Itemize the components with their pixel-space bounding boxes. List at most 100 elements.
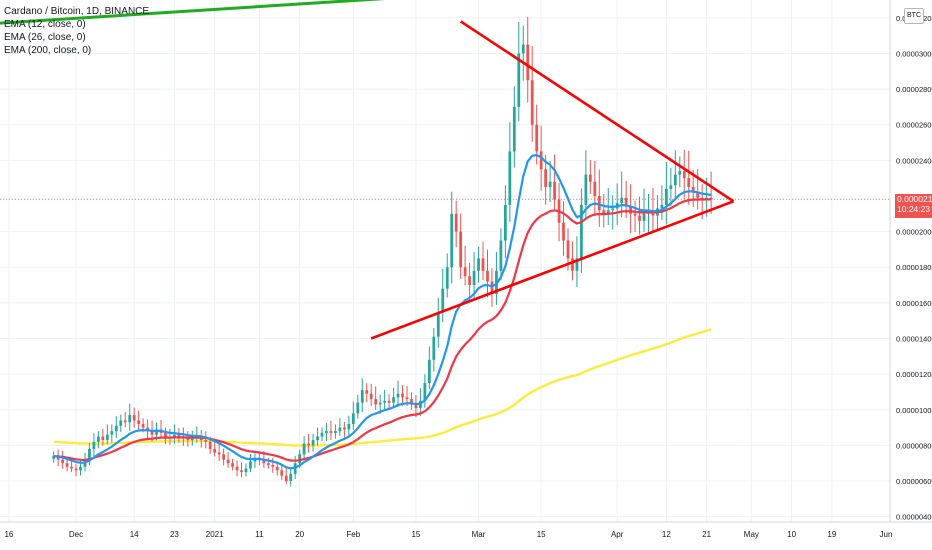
candle-body [709,197,713,200]
candle-body [588,174,592,182]
candle-body [669,185,673,189]
candle-body [566,240,570,259]
candle-body [503,204,507,241]
y-tick-label: 0.00000600 [896,477,932,486]
candle-body [298,454,302,464]
y-tick-label: 0.00003000 [896,49,932,58]
candle-body [562,222,565,241]
candle-body [217,452,221,455]
candle-body [74,468,78,471]
candle-body [231,463,234,467]
candle-body [664,188,668,205]
candle-body [70,466,73,469]
candle-body [387,400,391,403]
legend-title[interactable]: Cardano / Bitcoin, 1D, BINANCE [4,6,150,17]
legend-ema200[interactable]: EMA (200, close, 0) [4,45,92,56]
candle-body [307,443,310,446]
x-tick-label: Mar [472,530,486,539]
candle-body [450,213,454,268]
candle-body [544,169,548,188]
y-tick-label: 0.00001400 [896,334,932,343]
candle-body [316,436,319,441]
candle-body [325,431,328,433]
candle-body [52,456,56,459]
legend-ema12[interactable]: EMA (12, close, 0) [4,19,86,30]
candle-body [249,461,252,469]
y-tick-label: 0.00001600 [896,299,932,308]
candle-body [553,181,556,200]
candle-body [611,208,615,211]
candle-body [240,470,243,473]
x-tick-label: Dec [69,530,83,539]
candle-body [284,475,288,482]
legend-ema26[interactable]: EMA (26, close, 0) [4,32,86,43]
candle-body [436,311,440,337]
candle-body [190,438,194,441]
candle-body [539,151,543,170]
candle-body [620,197,624,204]
candle-body [83,461,87,467]
candle-body [593,181,597,196]
currency-badge[interactable]: BTC [904,8,924,24]
drawings-layer[interactable] [0,0,863,340]
candle-body [660,204,664,209]
x-tick-label: May [744,530,759,539]
candle-body [468,276,471,286]
candle-body [320,432,324,437]
candle-body [597,195,601,211]
candle-body [271,464,275,467]
candle-body [414,404,418,408]
candle-body [338,427,342,432]
time-axis-bg [0,522,932,550]
candles-layer [52,16,713,487]
grid-lines [0,0,891,522]
candle-body [472,270,476,286]
candle-body [401,393,404,398]
candle-body [548,181,552,188]
candle-body [65,463,69,467]
candle-body [365,390,369,394]
ema200-line [53,328,712,447]
candle-body [486,270,489,282]
candle-body [606,210,610,214]
candle-body [311,440,315,446]
candle-body [512,106,516,152]
candle-body [164,432,167,437]
x-tick-label: Jun [880,530,893,539]
candle-body [356,402,360,414]
candle-body [584,174,588,205]
y-tick-label: 0.00002000 [896,228,932,237]
candle-body [526,44,530,81]
candle-body [110,431,114,435]
candle-body [266,463,270,465]
candle-body [374,399,378,405]
y-tick-label: 0.00001800 [896,263,932,272]
candle-body [119,420,123,426]
candle-body [128,415,132,423]
ema26-layer [53,198,712,462]
candle-body [575,258,579,271]
candle-body [88,448,91,462]
candle-body [642,213,646,221]
candle-body [105,434,109,441]
candle-body [132,415,136,421]
candle-body [123,420,127,423]
x-tick-label: 11 [255,530,264,539]
candle-body [378,402,382,405]
candle-body [392,397,395,403]
candle-body [441,288,445,312]
x-tick-label: 2021 [206,530,224,539]
candle-body [624,197,628,207]
y-tick-label: 0.00002400 [896,156,932,165]
candle-body [329,431,333,433]
candle-body [275,466,279,471]
candle-body [396,393,400,398]
candle-body [150,431,154,435]
candle-body [204,440,208,442]
candle-body [342,427,346,430]
candle-body [208,441,212,449]
x-tick-label: Feb [346,530,360,539]
y-tick-label: 0.00001200 [896,370,932,379]
